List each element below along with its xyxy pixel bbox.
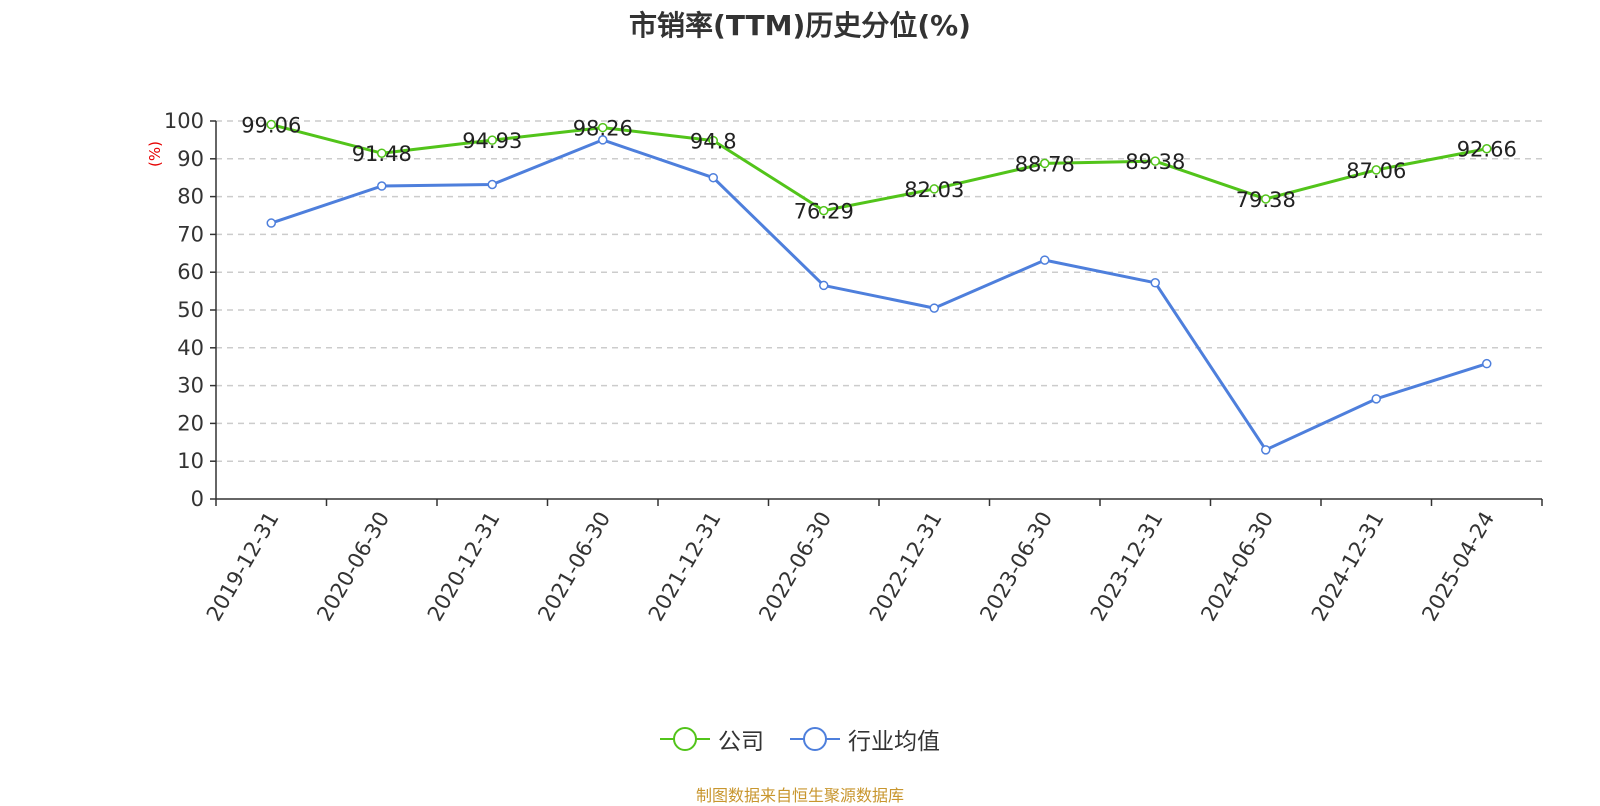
series-line xyxy=(270,123,1488,213)
legend-label-company: 公司 xyxy=(718,729,764,755)
data-source-note: 制图数据来自恒生聚源数据库 xyxy=(695,786,904,805)
y-tick-label: 90 xyxy=(177,147,204,171)
x-tick-label: 2023-12-31 xyxy=(1086,508,1168,626)
data-point xyxy=(708,172,718,183)
data-label: 94.8 xyxy=(690,130,737,154)
data-point xyxy=(598,122,608,133)
y-tick-label: 80 xyxy=(177,185,204,209)
data-label: 92.66 xyxy=(1457,138,1517,162)
axes: 0 10 20 30 40 50 60 70 80 90 100 2019-12-31 2020-06-… xyxy=(164,109,1543,626)
x-tick-label: 2024-12-31 xyxy=(1307,508,1389,626)
data-point xyxy=(487,135,497,145)
data-point xyxy=(266,119,276,130)
data-point xyxy=(819,205,829,216)
data-point xyxy=(377,148,387,158)
data-point xyxy=(266,218,276,228)
y-tick-label: 50 xyxy=(177,298,204,322)
y-tick-label: 10 xyxy=(177,449,204,473)
legend-marker-industry-icon xyxy=(790,727,840,751)
y-tick-label: 100 xyxy=(164,109,204,133)
series-industry-average xyxy=(266,135,1492,455)
data-point xyxy=(1371,165,1381,175)
data-point xyxy=(1482,143,1492,154)
data-point xyxy=(929,303,939,313)
data-label: 91.48 xyxy=(352,142,412,166)
x-tick-label: 2021-12-31 xyxy=(644,508,726,626)
legend-item-industry-average[interactable]: 行业均值 xyxy=(790,722,940,756)
legend-item-company[interactable]: 公司 xyxy=(660,722,764,756)
data-label: 88.78 xyxy=(1015,152,1075,176)
data-label: 82.03 xyxy=(904,178,964,202)
x-tick-label: 2021-06-30 xyxy=(533,508,615,626)
y-tick-label: 40 xyxy=(177,336,204,360)
data-label: 89.38 xyxy=(1125,150,1185,174)
data-point xyxy=(1371,394,1381,404)
chart-title: 市销率(TTM)历史分位(%) xyxy=(629,9,971,42)
data-point xyxy=(1040,255,1050,265)
x-tick-label: 2023-06-30 xyxy=(975,508,1057,626)
data-point xyxy=(598,135,608,145)
data-label: 87.06 xyxy=(1346,159,1406,183)
legend: 公司 行业均值 xyxy=(0,722,1600,756)
series-line xyxy=(270,138,1488,452)
data-point xyxy=(929,184,939,194)
data-point xyxy=(1150,278,1160,288)
legend-marker-company-icon xyxy=(660,727,710,751)
grid-lines xyxy=(216,120,1542,462)
y-axis-label: (%) xyxy=(146,141,164,167)
y-tick-label: 0 xyxy=(191,487,204,511)
data-label: 94.93 xyxy=(462,129,522,153)
y-tick-label: 60 xyxy=(177,260,204,284)
x-tick-label: 2025-04-24 xyxy=(1417,508,1499,626)
x-tick-label: 2022-12-31 xyxy=(865,508,947,626)
data-point xyxy=(1150,156,1160,166)
data-label: 76.29 xyxy=(794,200,854,224)
y-tick-label: 20 xyxy=(177,411,204,435)
x-tick-label: 2024-06-30 xyxy=(1196,508,1278,626)
data-point xyxy=(819,280,829,291)
data-point xyxy=(1261,445,1271,455)
x-tick-label: 2019-12-31 xyxy=(202,508,284,626)
x-tick-label: 2022-06-30 xyxy=(754,508,836,626)
data-point xyxy=(1040,158,1050,169)
data-point xyxy=(708,135,718,146)
x-tick-label: 2020-12-31 xyxy=(423,508,505,626)
legend-label-industry-average: 行业均值 xyxy=(848,729,940,755)
data-point xyxy=(377,181,387,191)
data-label: 79.38 xyxy=(1236,188,1296,212)
line-chart: 0 10 20 30 40 50 60 70 80 90 100 2019-12-31 2020-06-… xyxy=(146,109,1543,626)
y-tick-label: 70 xyxy=(177,222,204,246)
data-label: 99.06 xyxy=(241,114,301,138)
data-point xyxy=(1482,358,1492,369)
x-tick-label: 2020-06-30 xyxy=(312,508,394,626)
data-point xyxy=(487,179,497,190)
data-point xyxy=(1261,194,1271,204)
y-tick-label: 30 xyxy=(177,374,204,398)
